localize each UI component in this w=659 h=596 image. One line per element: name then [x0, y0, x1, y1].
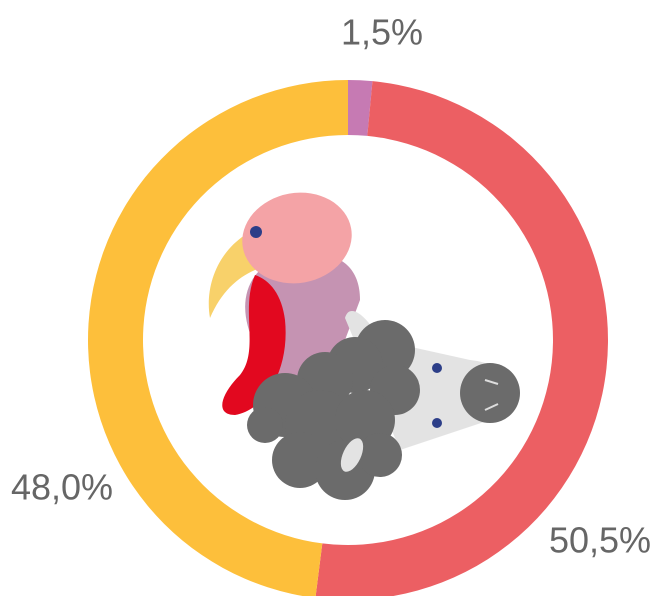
- value-label: 48,0%: [11, 467, 113, 508]
- sheep-eye: [432, 363, 442, 373]
- turkey-eye: [250, 226, 262, 238]
- sheep-nose: [460, 363, 520, 423]
- value-label: 50,5%: [549, 520, 651, 561]
- value-label: 1,5%: [341, 12, 423, 53]
- page: 1,5%50,5%48,0% (() => { const data = JSO…: [0, 0, 659, 596]
- illustration: [209, 184, 520, 500]
- sheep-eye: [432, 418, 442, 428]
- chart: 1,5% 50,5% 48,0%: [0, 0, 659, 596]
